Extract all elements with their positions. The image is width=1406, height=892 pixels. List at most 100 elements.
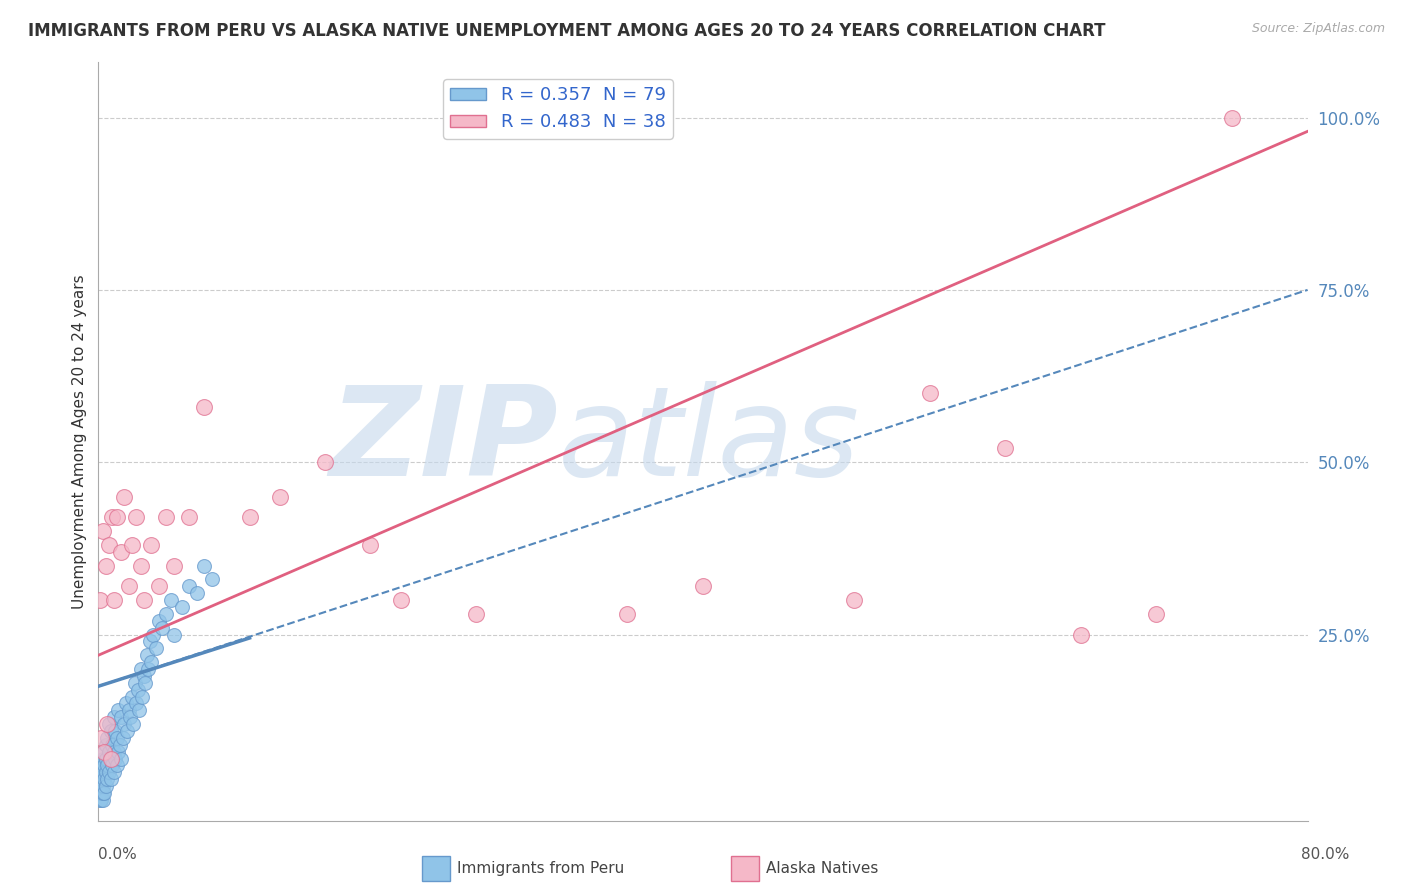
Point [314,455,336,469]
Point [101,738,124,752]
Point [155,510,177,524]
Point [98,745,121,759]
Point [107,703,129,717]
Point [141,538,163,552]
Point [105,510,128,524]
Point [1070,627,1092,641]
Point [93,772,115,787]
Point [128,703,150,717]
Point [148,579,170,593]
Point [125,697,148,711]
Point [91,793,114,807]
Point [170,599,193,614]
Point [90,731,112,745]
Point [122,717,145,731]
Point [107,745,129,759]
Point [115,724,138,739]
Point [91,779,114,793]
Point [239,510,262,524]
Point [111,731,134,745]
Point [110,751,132,765]
Point [91,524,114,538]
Point [134,675,156,690]
Point [105,758,128,772]
Point [616,607,638,621]
Point [90,758,112,772]
Point [91,786,114,800]
Point [389,593,412,607]
Point [121,538,143,552]
Point [160,593,183,607]
Point [105,731,128,745]
Point [100,751,122,765]
Point [163,627,186,641]
Point [155,607,177,621]
Point [89,593,111,607]
Point [108,738,131,752]
Point [148,614,170,628]
Point [100,751,122,765]
Point [103,745,125,759]
Point [101,758,124,772]
Point [142,627,165,641]
Point [918,386,941,401]
Point [93,745,115,759]
Point [692,579,714,593]
Point [90,772,112,787]
Point [101,510,124,524]
Point [98,765,121,780]
Point [98,538,121,552]
Point [118,703,141,717]
Point [96,772,118,787]
Point [104,751,127,765]
Point [150,621,173,635]
Point [94,751,117,765]
Point [186,586,208,600]
Point [93,758,115,772]
Point [1220,111,1243,125]
Legend: R = 0.357  N = 79, R = 0.483  N = 38: R = 0.357 N = 79, R = 0.483 N = 38 [443,79,673,138]
Point [91,765,114,780]
Point [96,758,118,772]
Point [103,710,125,724]
Point [269,490,291,504]
Point [89,772,111,787]
Point [145,641,167,656]
Point [103,765,125,780]
Point [131,690,153,704]
Point [360,538,382,552]
Text: atlas: atlas [558,381,860,502]
Point [94,779,117,793]
Point [90,765,112,780]
Point [125,510,148,524]
Point [90,779,112,793]
Point [93,786,115,800]
Point [89,786,111,800]
Point [104,724,127,739]
Text: Immigrants from Peru: Immigrants from Peru [457,862,624,876]
Point [844,593,866,607]
Point [141,655,163,669]
Point [118,579,141,593]
Point [163,558,186,573]
Text: 0.0%: 0.0% [98,847,138,862]
Point [90,793,112,807]
Point [120,710,142,724]
Y-axis label: Unemployment Among Ages 20 to 24 years: Unemployment Among Ages 20 to 24 years [72,274,87,609]
Point [124,675,146,690]
Text: Alaska Natives: Alaska Natives [766,862,879,876]
Point [193,400,215,414]
Point [994,442,1017,456]
Point [135,648,157,663]
Point [129,662,152,676]
Point [112,490,135,504]
Point [94,738,117,752]
Point [96,731,118,745]
Point [93,745,115,759]
Point [100,724,122,739]
Point [114,697,136,711]
Point [103,593,125,607]
Point [179,579,201,593]
Point [98,717,121,731]
Point [112,717,135,731]
